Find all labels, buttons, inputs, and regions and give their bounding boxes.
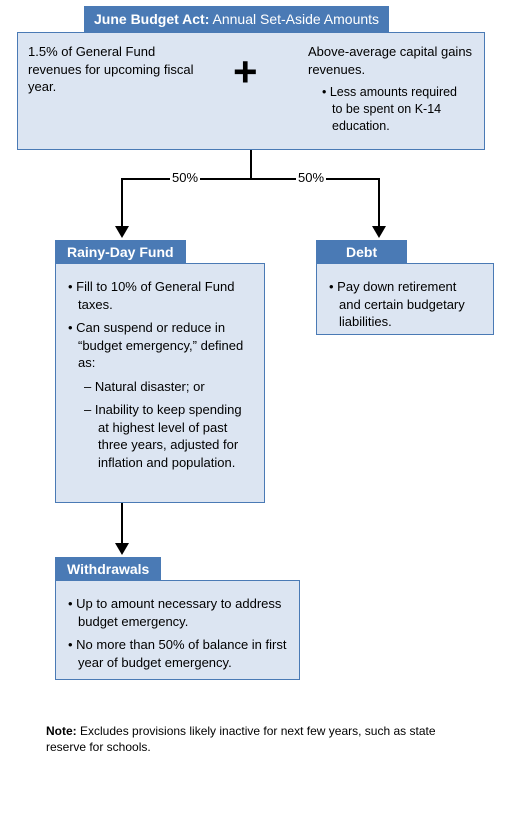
connector [121, 178, 123, 228]
rainy-box: Fill to 10% of General Fund taxes. Can s… [55, 263, 265, 503]
rainy-label: Rainy-Day Fund [55, 240, 186, 264]
withdrawals-b2: No more than 50% of balance in first yea… [68, 636, 287, 671]
split-right-pct: 50% [296, 170, 326, 185]
split-left-pct: 50% [170, 170, 200, 185]
rainy-d1: Natural disaster; or [84, 378, 244, 396]
note-bold: Note: [46, 724, 77, 738]
top-right-title: Above-average capital gains revenues. [308, 43, 473, 78]
title-bold: June Budget Act: [94, 11, 209, 27]
debt-b1: Pay down retirement and certain budgetar… [329, 278, 481, 331]
note-text: Excludes provisions likely inactive for … [46, 724, 436, 754]
arrow-icon [115, 226, 129, 238]
title-bar: June Budget Act: Annual Set-Aside Amount… [84, 6, 389, 32]
title-rest: Annual Set-Aside Amounts [209, 11, 379, 27]
rainy-d2: Inability to keep spending at highest le… [84, 401, 244, 471]
arrow-icon [372, 226, 386, 238]
top-right-bullet: Less amounts required to be spent on K-1… [322, 84, 467, 135]
rainy-b2: Can suspend or reduce in “budget emergen… [68, 319, 252, 372]
withdrawals-label: Withdrawals [55, 557, 161, 581]
connector [378, 178, 380, 228]
debt-box: Pay down retirement and certain budgetar… [316, 263, 494, 335]
arrow-icon [115, 543, 129, 555]
set-aside-box: 1.5% of General Fund revenues for upcomi… [17, 32, 485, 150]
withdrawals-b1: Up to amount necessary to address budget… [68, 595, 287, 630]
connector [121, 503, 123, 545]
rainy-b1: Fill to 10% of General Fund taxes. [68, 278, 252, 313]
top-left-text: 1.5% of General Fund revenues for upcomi… [28, 43, 198, 96]
connector [121, 178, 380, 180]
plus-icon: + [233, 51, 258, 93]
connector [250, 150, 252, 180]
footnote: Note: Excludes provisions likely inactiv… [46, 724, 466, 755]
withdrawals-box: Up to amount necessary to address budget… [55, 580, 300, 680]
debt-label: Debt [316, 240, 407, 264]
